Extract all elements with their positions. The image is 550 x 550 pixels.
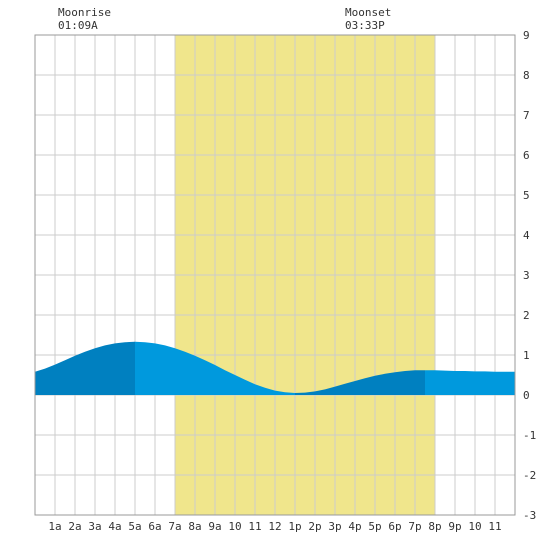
x-tick-label: 7p — [408, 520, 421, 533]
moonrise-label: Moonrise — [58, 6, 111, 19]
y-axis-ticks: -3 -2 -1 0 1 2 3 4 5 6 7 8 9 — [523, 29, 536, 522]
x-tick-label: 10 — [468, 520, 481, 533]
x-tick-label: 11 — [248, 520, 261, 533]
y-tick-label: 4 — [523, 229, 530, 242]
tide-band-2 — [135, 341, 295, 395]
y-tick-label: 2 — [523, 309, 530, 322]
x-tick-label: 4p — [348, 520, 361, 533]
x-tick-label: 3a — [88, 520, 101, 533]
y-tick-label: 7 — [523, 109, 530, 122]
x-tick-label: 6a — [148, 520, 161, 533]
x-tick-label: 10 — [228, 520, 241, 533]
x-tick-label: 2p — [308, 520, 321, 533]
moonset-label: Moonset — [345, 6, 391, 19]
y-tick-label: -1 — [523, 429, 536, 442]
x-tick-label: 1p — [288, 520, 301, 533]
x-tick-label: 4a — [108, 520, 121, 533]
x-tick-label: 5a — [128, 520, 141, 533]
y-tick-label: -3 — [523, 509, 536, 522]
moonset-time: 03:33P — [345, 19, 385, 32]
plot-frame — [34, 34, 516, 516]
x-tick-label: 8p — [428, 520, 441, 533]
y-tick-label: 3 — [523, 269, 530, 282]
y-tick-label: 0 — [523, 389, 530, 402]
y-tick-label: 8 — [523, 69, 530, 82]
y-tick-label: 6 — [523, 149, 530, 162]
x-tick-label: 7a — [168, 520, 181, 533]
y-tick-label: 1 — [523, 349, 530, 362]
x-tick-label: 11 — [488, 520, 501, 533]
moonrise-time: 01:09A — [58, 19, 98, 32]
x-tick-label: 12 — [268, 520, 281, 533]
x-tick-label: 2a — [68, 520, 81, 533]
x-tick-label: 5p — [368, 520, 381, 533]
gridlines — [35, 34, 515, 516]
x-tick-label: 3p — [328, 520, 341, 533]
x-tick-label: 9p — [448, 520, 461, 533]
tide-area — [35, 341, 515, 395]
x-tick-label: 8a — [188, 520, 201, 533]
tide-band-1 — [35, 341, 135, 395]
x-tick-label: 1a — [48, 520, 61, 533]
y-tick-label: -2 — [523, 469, 536, 482]
y-tick-label: 5 — [523, 189, 530, 202]
x-axis-ticks: 1a 2a 3a 4a 5a 6a 7a 8a 9a 10 11 12 1p 2p 3p 4p 5p 6p 7p 8p… — [48, 520, 501, 533]
y-tick-label: 9 — [523, 29, 530, 42]
x-tick-label: 9a — [208, 520, 221, 533]
tide-band-3 — [295, 370, 425, 395]
x-tick-label: 6p — [388, 520, 401, 533]
tide-band-4 — [425, 370, 515, 395]
